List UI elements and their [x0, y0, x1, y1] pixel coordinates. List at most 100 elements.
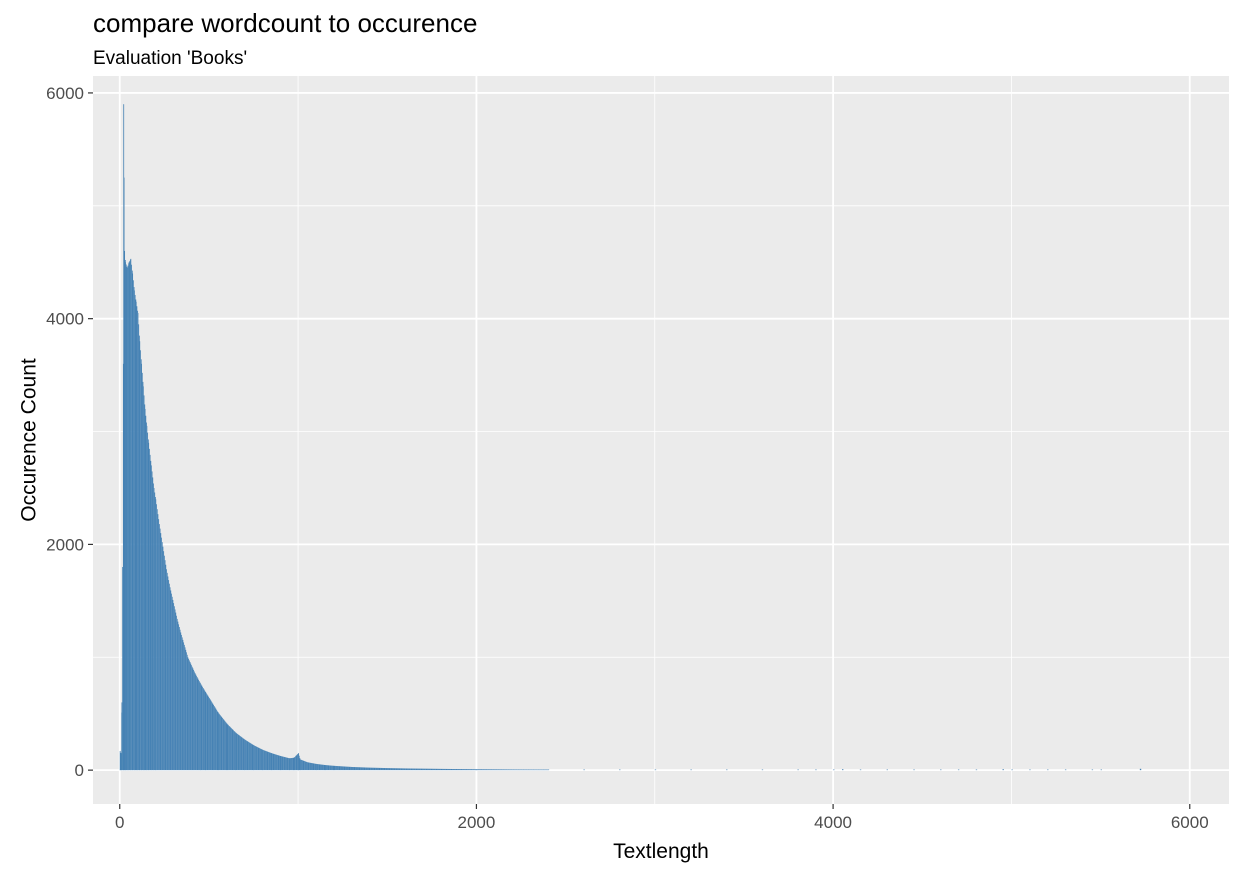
histogram-bar [940, 769, 942, 771]
histogram-bar [341, 766, 343, 771]
histogram-bar [497, 769, 499, 771]
histogram-bar [395, 768, 396, 771]
histogram-bar [190, 663, 192, 771]
histogram-bar [170, 590, 172, 771]
histogram-bar [217, 712, 219, 771]
histogram-bar [475, 769, 477, 771]
histogram-bar [447, 768, 449, 771]
chart-subtitle: Evaluation 'Books' [93, 48, 248, 69]
histogram-bar [121, 702, 123, 771]
histogram-bar [542, 769, 544, 771]
histogram-bar [247, 741, 249, 771]
histogram-bar [412, 768, 414, 771]
histogram-bar [293, 757, 295, 771]
histogram-bar [486, 769, 488, 771]
histogram-bar [298, 753, 299, 771]
histogram-bar [168, 580, 170, 771]
histogram-bar [125, 264, 127, 771]
histogram-bar [275, 754, 277, 771]
histogram-bar [331, 765, 333, 771]
histogram-bar [395, 768, 397, 771]
histogram-bar [484, 769, 486, 771]
histogram-bar [417, 768, 419, 771]
histogram-bar [439, 768, 441, 771]
histogram-bar [345, 766, 346, 771]
histogram-bar [224, 721, 226, 771]
histogram-bar [298, 755, 300, 771]
histogram-bar [420, 768, 421, 771]
histogram-bar [219, 714, 221, 771]
histogram-bar [415, 768, 416, 771]
histogram-bar [323, 764, 324, 771]
histogram-bar [370, 767, 372, 771]
histogram-bar [258, 747, 260, 771]
histogram-bar [422, 768, 424, 771]
histogram-bar [264, 750, 266, 771]
histogram-bar [440, 768, 442, 771]
histogram-bar [277, 755, 278, 771]
histogram-bar [126, 267, 128, 771]
histogram-bar [529, 769, 531, 771]
histogram-bar [176, 615, 177, 771]
histogram-bar [517, 769, 519, 771]
histogram-bar [429, 768, 431, 771]
histogram-bar [380, 767, 381, 771]
histogram-bar [519, 769, 521, 771]
histogram-bar [292, 757, 294, 771]
histogram-bar [228, 726, 230, 771]
histogram-bar [216, 709, 217, 771]
x-tick-label: 2000 [458, 813, 496, 832]
histogram-bar [314, 763, 316, 771]
histogram-bar [320, 764, 322, 771]
histogram-bar [410, 768, 412, 771]
histogram-bar [543, 769, 545, 771]
histogram-bar [465, 769, 466, 771]
histogram-bar [185, 649, 187, 771]
histogram-bar [488, 769, 490, 771]
histogram-bar [426, 768, 428, 771]
histogram-bar [437, 768, 439, 771]
histogram-bar [365, 767, 367, 771]
histogram-bar [241, 737, 243, 771]
histogram-bar [531, 769, 533, 771]
histogram-bar [392, 768, 394, 771]
y-tick-label: 4000 [46, 310, 84, 329]
histogram-bar [242, 738, 244, 771]
histogram-bar [297, 754, 298, 771]
histogram-bar [503, 769, 505, 771]
histogram-bar [134, 294, 136, 771]
histogram-bar [406, 768, 408, 771]
histogram-bar [173, 603, 175, 771]
histogram-bar [522, 769, 523, 771]
histogram-bar [262, 749, 264, 771]
histogram-bar [460, 769, 461, 771]
histogram-bar [137, 313, 139, 771]
histogram-bar [500, 769, 502, 771]
histogram-bar [213, 704, 214, 771]
histogram-bar [446, 768, 448, 771]
histogram-bar [206, 694, 208, 771]
histogram-bar [499, 769, 501, 771]
histogram-bar [178, 627, 180, 771]
histogram-bar [359, 767, 361, 771]
histogram-bar [540, 769, 542, 771]
histogram-bar [365, 767, 366, 771]
histogram-bar [402, 768, 404, 771]
histogram-bar [314, 763, 315, 771]
histogram-bar [366, 767, 368, 771]
histogram-bar [440, 768, 441, 771]
histogram-bar [474, 769, 476, 771]
histogram-bar [524, 769, 526, 771]
histogram-bar [257, 747, 258, 771]
histogram-bar [295, 755, 297, 771]
histogram-bar [353, 767, 355, 771]
histogram-bar [434, 768, 436, 771]
histogram-bar [167, 576, 169, 771]
histogram-bar [481, 769, 483, 771]
histogram-bar [361, 767, 363, 771]
histogram-bar [352, 767, 354, 771]
histogram-bar [223, 719, 225, 771]
histogram-bar [477, 769, 478, 771]
histogram-bar [409, 768, 411, 771]
histogram-bar [335, 765, 337, 771]
